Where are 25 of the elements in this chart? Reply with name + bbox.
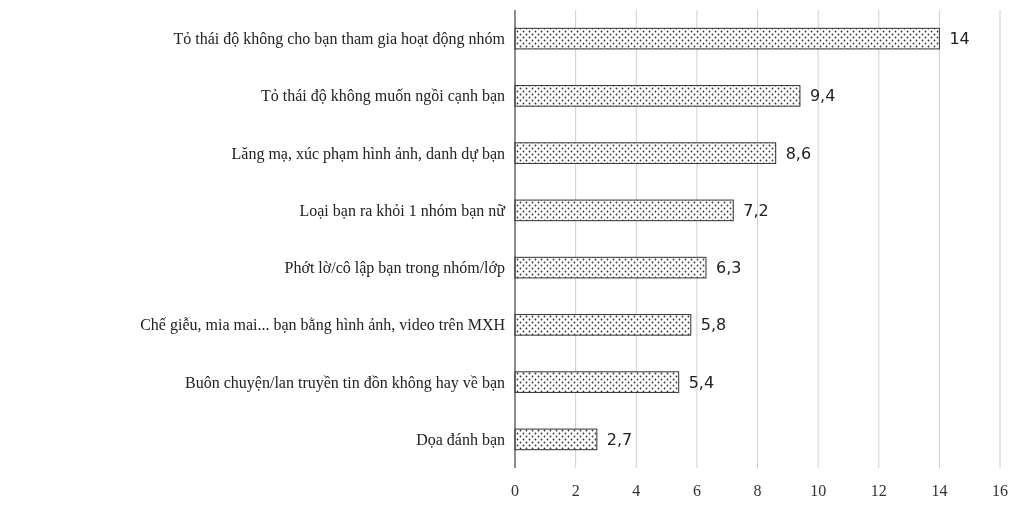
y-tick-label: Buôn chuyện/lan truyền tin đồn không hay về bạn [185,373,505,392]
x-tick-label: 2 [571,482,580,499]
y-tick-label: Tỏ thái độ không muốn ngồi cạnh bạn [261,87,505,106]
data-label: 2,7 [606,429,633,449]
data-label: 14 [949,29,970,49]
x-tick-label: 10 [810,482,827,499]
x-tick-label: 4 [632,482,641,499]
x-tick-label: 12 [870,482,887,499]
y-tick-label: Dọa đánh bạn [416,430,505,448]
x-tick-label: 8 [753,482,762,499]
y-tick-label: Loại bạn ra khỏi 1 nhóm bạn nữ [299,201,507,219]
y-tick-label: Phớt lờ/cô lập bạn trong nhóm/lớp [284,259,505,278]
x-tick-label: 0 [511,482,519,499]
y-tick-label: Lăng mạ, xúc phạm hình ảnh, danh dự bạn [231,144,505,163]
data-label: 6,3 [715,258,742,278]
data-label: 9,4 [809,86,836,106]
x-tick-label: 16 [992,482,1008,499]
data-label: 5,4 [688,372,715,392]
x-tick-label: 14 [931,482,948,499]
data-label: 8,6 [785,143,812,163]
x-tick-label: 6 [692,482,701,499]
data-label: 5,8 [700,315,727,335]
data-label: 7,2 [743,200,769,220]
y-tick-label: Chế giễu, mia mai... bạn bằng hình ảnh, video trên MXH [140,316,506,335]
y-tick-label: Tỏ thái độ không cho bạn tham gia hoạt động nhóm [173,30,506,49]
